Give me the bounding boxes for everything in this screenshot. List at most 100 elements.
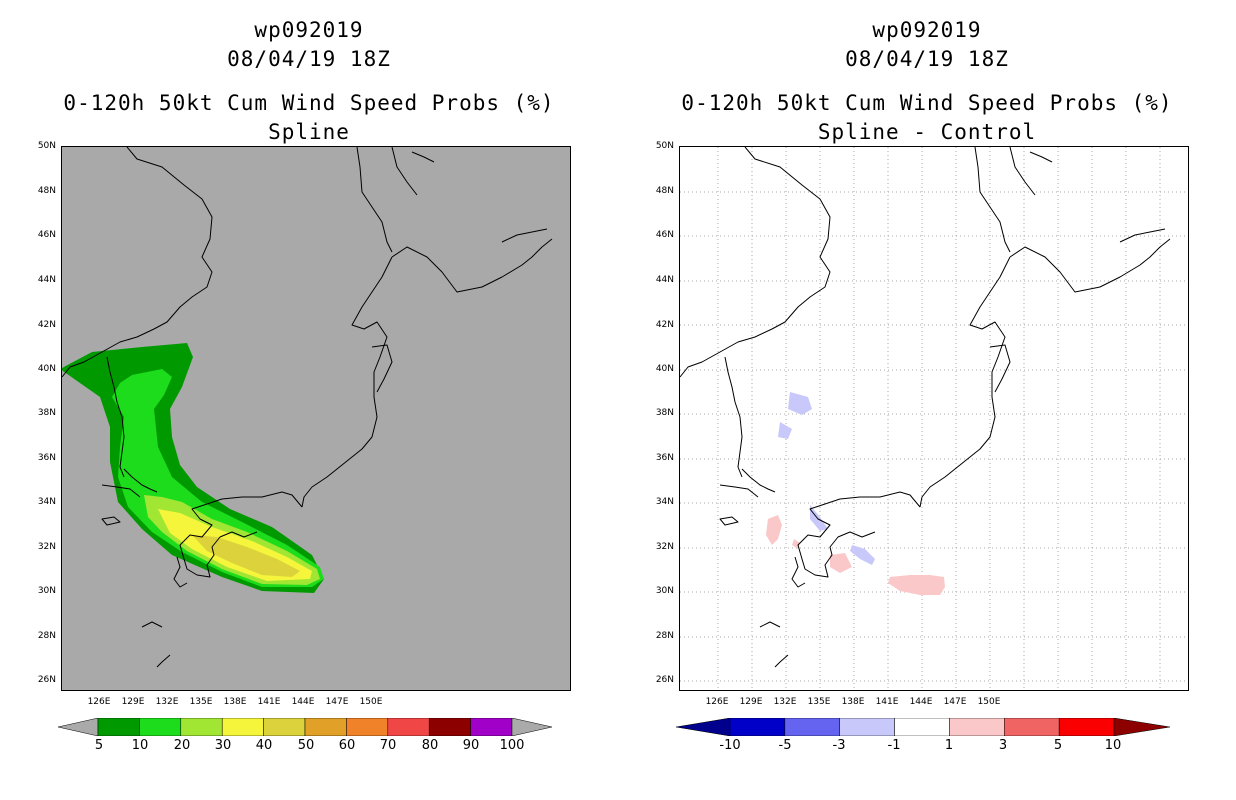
colorbar-segment <box>894 718 950 736</box>
coastlines <box>680 147 1171 668</box>
colorbar-label: 60 <box>338 738 356 753</box>
lon-label: 144E <box>909 697 933 707</box>
lat-label: 28N <box>37 631 56 641</box>
diff-area-negative <box>850 545 875 565</box>
colorbar-label: 100 <box>499 738 525 753</box>
lat-label: 26N <box>655 675 674 685</box>
lon-label: 141E <box>257 697 281 707</box>
colorbar-label: 3 <box>998 738 1008 753</box>
colorbar-segment <box>839 718 895 736</box>
diff-area-positive <box>830 553 852 573</box>
colorbar-label: 10 <box>131 738 149 753</box>
colorbar-segment <box>263 718 306 736</box>
lon-label: 141E <box>875 697 899 707</box>
colorbar-right-end <box>511 718 553 736</box>
colorbar-label: 70 <box>379 738 397 753</box>
lat-label: 28N <box>655 631 674 641</box>
lat-label: 44N <box>37 275 56 285</box>
lon-label: 126E <box>705 697 729 707</box>
right-title-product: 0-120h 50kt Cum Wind Speed Probs (%) <box>681 91 1173 115</box>
colorbar-label: -3 <box>832 738 846 753</box>
colorbar-segment <box>139 718 182 736</box>
diff-area-negative <box>788 392 812 415</box>
colorbar-segment <box>428 718 471 736</box>
left-map <box>61 146 571 691</box>
lon-label: 138E <box>223 697 247 707</box>
lon-label: 132E <box>155 697 179 707</box>
colorbar-right-end <box>1113 718 1171 736</box>
right-title-storm-id: wp092019 <box>872 18 982 42</box>
lon-label: 135E <box>189 697 213 707</box>
lat-label: 34N <box>655 497 674 507</box>
colorbar-left-end <box>58 718 99 736</box>
lat-label: 42N <box>655 320 674 330</box>
colorbar-segment <box>729 718 786 736</box>
lon-label: 150E <box>359 697 383 707</box>
lat-label: 26N <box>37 675 56 685</box>
colorbar-left-end <box>676 718 731 736</box>
left-map-svg <box>62 147 553 668</box>
colorbar-segment <box>949 718 1005 736</box>
colorbar-label: 30 <box>214 738 232 753</box>
colorbar-label: 5 <box>1053 738 1063 753</box>
lat-label: 50N <box>37 141 56 151</box>
right-map <box>679 146 1189 691</box>
lat-label: 36N <box>37 453 56 463</box>
diff-area-positive <box>888 575 945 595</box>
lat-label: 50N <box>655 141 674 151</box>
colorbar-label: 10 <box>1104 738 1122 753</box>
colorbar-label: 40 <box>255 738 273 753</box>
colorbar-segment <box>1004 718 1060 736</box>
prob-area-40 <box>192 535 300 577</box>
lon-label: 132E <box>773 697 797 707</box>
left-title-subtitle: Spline <box>268 120 350 144</box>
lon-label: 126E <box>87 697 111 707</box>
lat-label: 40N <box>655 364 674 374</box>
right-colorbar <box>676 718 1171 736</box>
diff-area-negative <box>810 505 828 531</box>
grid-lines <box>680 147 1188 690</box>
lat-label: 46N <box>655 230 674 240</box>
lon-label: 135E <box>807 697 831 707</box>
right-map-svg <box>680 147 1188 690</box>
lon-label: 129E <box>121 697 145 707</box>
colorbar-label: 1 <box>944 738 954 753</box>
colorbar-label: 20 <box>173 738 191 753</box>
left-panel: wp092019 08/04/19 18Z 0-120h 50kt Cum Wi… <box>37 18 571 753</box>
lat-label: 38N <box>37 408 56 418</box>
left-title-date: 08/04/19 18Z <box>227 47 391 71</box>
diff-area-negative <box>778 422 792 439</box>
colorbar-segment <box>180 718 223 736</box>
lat-label: 36N <box>655 453 674 463</box>
colorbar-label: 80 <box>421 738 439 753</box>
lat-label: 34N <box>37 497 56 507</box>
lon-label: 138E <box>841 697 865 707</box>
lat-label: 42N <box>37 320 56 330</box>
colorbar-label: -5 <box>778 738 792 753</box>
colorbar-segment <box>346 718 389 736</box>
colorbar-label: -1 <box>887 738 901 753</box>
lat-label: 40N <box>37 364 56 374</box>
lat-label: 38N <box>655 408 674 418</box>
lat-label: 32N <box>655 542 674 552</box>
colorbar-label: 90 <box>462 738 480 753</box>
diff-area-positive <box>766 515 782 545</box>
lat-label: 30N <box>37 586 56 596</box>
lat-label: 48N <box>655 186 674 196</box>
coastlines <box>62 147 553 668</box>
lon-label: 129E <box>739 697 763 707</box>
colorbar-segment <box>1058 718 1115 736</box>
left-title-storm-id: wp092019 <box>254 18 364 42</box>
lat-label: 30N <box>655 586 674 596</box>
left-colorbar <box>58 718 553 736</box>
lat-label: 32N <box>37 542 56 552</box>
colorbar-segment <box>470 718 513 736</box>
lon-label: 150E <box>977 697 1001 707</box>
lat-label: 46N <box>37 230 56 240</box>
colorbar-segment <box>387 718 430 736</box>
right-title-subtitle: Spline - Control <box>817 120 1037 144</box>
left-title-product: 0-120h 50kt Cum Wind Speed Probs (%) <box>63 91 555 115</box>
colorbar-segment <box>784 718 840 736</box>
lon-label: 144E <box>291 697 315 707</box>
colorbar-label: 5 <box>94 738 104 753</box>
